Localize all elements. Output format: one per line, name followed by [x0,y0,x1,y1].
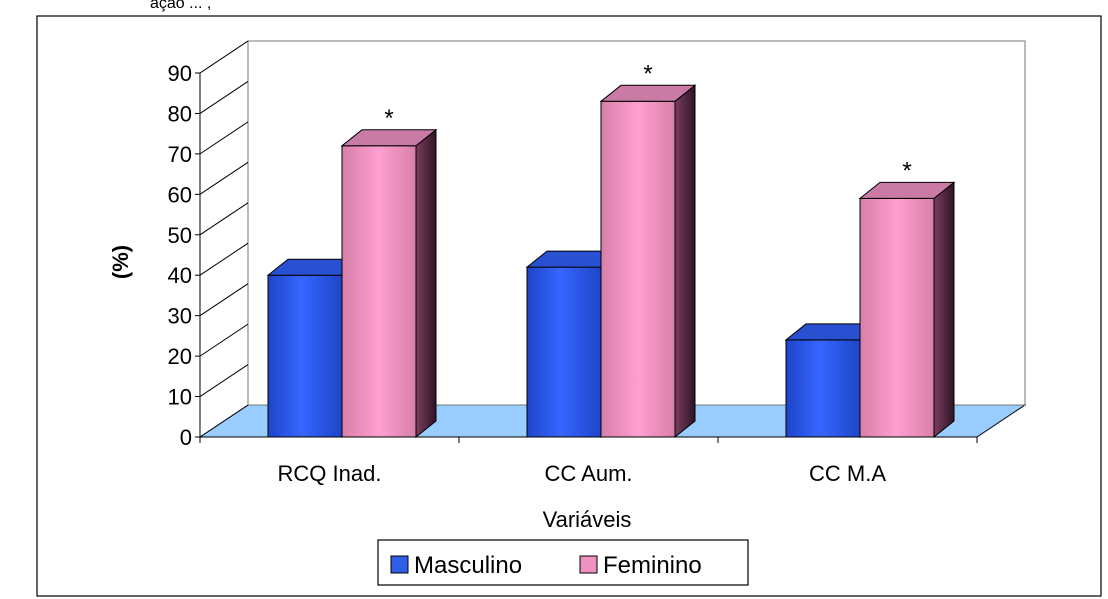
y-tick-label: 40 [168,263,192,288]
x-axis-label: Variáveis [543,507,632,532]
y-tick-label: 20 [168,344,192,369]
legend-label-feminino: Feminino [603,552,702,579]
x-tick-label: CC M.A [809,461,886,486]
bar-side-feminino-2 [933,181,955,439]
bar-feminino-0 [341,145,417,438]
y-tick-label: 90 [168,61,192,86]
y-tick-label: 50 [168,223,192,248]
significance-marker: * [384,105,393,132]
legend-swatch-masculino [390,555,409,574]
bar-masculino-2 [785,339,861,438]
y-tick-diagonal [199,121,249,155]
bar-masculino-0 [267,274,343,438]
legend: Masculino Feminino [377,539,749,586]
bar-side-feminino-1 [674,84,696,439]
significance-marker: * [902,157,911,184]
significance-marker: * [643,60,652,87]
y-tick-label: 70 [168,142,192,167]
x-tick-label: RCQ Inad. [278,461,382,486]
y-tick-label: 0 [180,425,192,450]
chart-side-wall [199,40,249,438]
legend-swatch-feminino [579,555,598,574]
y-tick-diagonal [199,323,249,357]
y-axis-label: (%) [108,245,133,279]
bar-top-feminino-0 [340,129,438,147]
y-tick-label: 30 [168,304,192,329]
legend-label-masculino: Masculino [414,552,522,579]
y-tick-label: 10 [168,385,192,410]
bar-feminino-2 [859,197,935,438]
x-tick-label: CC Aum. [544,461,632,486]
bar-top-feminino-1 [599,84,697,102]
y-tick-diagonal [199,242,249,276]
y-tick-diagonal [199,40,249,74]
y-tick-label: 60 [168,182,192,207]
bar-feminino-1 [600,100,676,438]
y-tick-diagonal [199,364,249,397]
y-tick-diagonal [199,283,249,317]
header-fragment: ação ... , [150,0,211,12]
y-tick-label: 80 [168,101,192,126]
y-tick-diagonal [199,161,249,195]
bar-masculino-1 [526,266,602,438]
y-tick-diagonal [199,202,249,236]
y-tick-diagonal [199,404,249,438]
bar-side-feminino-0 [415,128,437,439]
bar-top-feminino-2 [858,181,956,199]
y-tick-diagonal [199,81,249,114]
